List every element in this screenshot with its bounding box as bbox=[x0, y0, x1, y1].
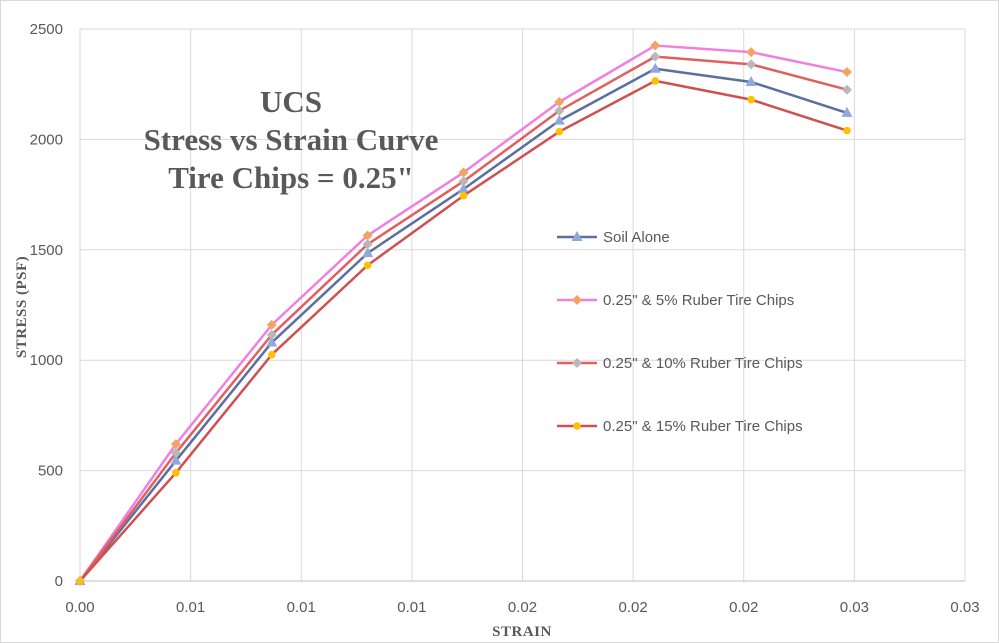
y-tick-label: 0 bbox=[55, 573, 63, 590]
legend-item: 0.25" & 5% Ruber Tire Chips bbox=[557, 292, 794, 309]
title-line-2: Stress vs Strain Curve bbox=[144, 122, 439, 157]
title-line-1: UCS bbox=[260, 84, 322, 119]
y-axis-title: STRESS (PSF) bbox=[14, 256, 30, 358]
data-point bbox=[170, 439, 181, 450]
x-tick-label: 0.01 bbox=[397, 599, 426, 616]
data-point bbox=[651, 77, 660, 85]
data-point bbox=[362, 239, 373, 250]
data-point bbox=[267, 350, 276, 359]
data-point bbox=[458, 183, 469, 194]
data-point bbox=[650, 51, 661, 62]
data-point bbox=[458, 176, 469, 187]
x-tick-label: 0.02 bbox=[508, 599, 537, 616]
axes bbox=[79, 29, 965, 582]
data-point bbox=[266, 319, 277, 330]
data-point bbox=[459, 191, 468, 200]
data-point bbox=[841, 106, 853, 117]
series-3 bbox=[75, 51, 852, 586]
x-tick-label: 0.03 bbox=[950, 599, 979, 616]
y-tick-label: 2500 bbox=[30, 21, 63, 38]
data-point bbox=[363, 261, 372, 270]
data-point bbox=[76, 577, 84, 585]
data-point bbox=[746, 47, 757, 58]
data-point bbox=[172, 469, 180, 477]
x-tick-label: 0.00 bbox=[65, 599, 94, 616]
x-tick-label: 0.02 bbox=[619, 599, 648, 616]
x-tick-label: 0.01 bbox=[287, 599, 316, 616]
legend: Soil Alone 0.25" & 5% Ruber Tire Chips 0.2… bbox=[557, 229, 803, 435]
series-group bbox=[74, 40, 853, 586]
x-tick-label: 0.02 bbox=[729, 599, 758, 616]
legend-label: Soil Alone bbox=[603, 229, 670, 246]
data-point bbox=[170, 447, 181, 458]
y-tick-label: 1000 bbox=[30, 352, 63, 369]
data-point bbox=[650, 40, 661, 51]
legend-label: 0.25" & 5% Ruber Tire Chips bbox=[603, 292, 794, 309]
data-point bbox=[553, 114, 565, 125]
title-line-3: Tire Chips = 0.25" bbox=[168, 160, 414, 195]
series-2 bbox=[75, 40, 852, 586]
data-point bbox=[555, 127, 564, 136]
y-tick-labels: 0 500 1000 1500 2000 2500 bbox=[30, 21, 63, 590]
y-tick-label: 2000 bbox=[30, 131, 63, 148]
legend-marker bbox=[571, 231, 583, 241]
x-tick-label: 0.01 bbox=[176, 599, 205, 616]
legend-label: 0.25" & 15% Ruber Tire Chips bbox=[603, 418, 803, 435]
y-tick-label: 500 bbox=[38, 463, 63, 480]
legend-item: 0.25" & 15% Ruber Tire Chips bbox=[557, 418, 803, 435]
x-tick-labels: 0.00 0.01 0.01 0.01 0.02 0.02 0.02 0.03 0.03 bbox=[65, 599, 979, 616]
data-point bbox=[649, 62, 661, 73]
gridlines bbox=[80, 28, 966, 581]
legend-marker bbox=[572, 295, 582, 305]
y-tick-label: 1500 bbox=[30, 242, 63, 259]
legend-marker bbox=[572, 358, 582, 368]
series-4 bbox=[76, 77, 851, 585]
legend-marker bbox=[573, 422, 581, 430]
data-point bbox=[266, 329, 277, 340]
data-point bbox=[747, 95, 755, 104]
data-point bbox=[842, 67, 852, 78]
legend-label: 0.25" & 10% Ruber Tire Chips bbox=[603, 355, 803, 372]
data-point bbox=[843, 126, 851, 135]
data-point bbox=[170, 454, 182, 465]
legend-item: 0.25" & 10% Ruber Tire Chips bbox=[557, 355, 803, 372]
data-point bbox=[458, 167, 469, 178]
chart-title: UCS Stress vs Strain Curve Tire Chips = … bbox=[144, 84, 439, 195]
data-point bbox=[554, 105, 565, 116]
legend-item: Soil Alone bbox=[557, 229, 670, 246]
x-tick-label: 0.03 bbox=[840, 599, 869, 616]
data-point bbox=[746, 59, 757, 70]
data-point bbox=[266, 336, 278, 347]
data-point bbox=[362, 230, 373, 241]
data-point bbox=[842, 84, 852, 95]
data-point bbox=[554, 96, 565, 107]
data-point bbox=[745, 75, 757, 86]
data-point bbox=[362, 247, 374, 258]
x-axis-title: STRAIN bbox=[492, 624, 552, 640]
